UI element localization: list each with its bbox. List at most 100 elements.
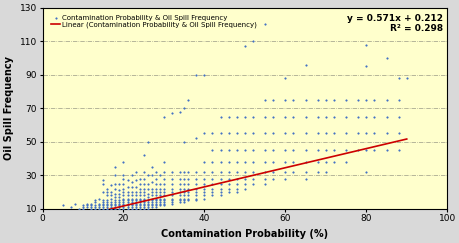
Contamination Probability & Oil Spill Frequency [99,182,106,186]
Contamination Probability & Oil Spill Frequency [119,187,127,191]
Contamination Probability & Oil Spill Frequency [128,190,135,194]
Contamination Probability & Oil Spill Frequency [176,193,184,197]
Contamination Probability & Oil Spill Frequency [313,98,321,102]
Contamination Probability & Oil Spill Frequency [362,43,369,46]
Contamination Probability & Oil Spill Frequency [91,205,99,209]
Contamination Probability & Oil Spill Frequency [281,148,288,152]
Contamination Probability & Oil Spill Frequency [156,202,163,206]
Contamination Probability & Oil Spill Frequency [160,193,167,197]
Linear (Contamination Probability & Oil Spill Frequency) [80,214,85,217]
Contamination Probability & Oil Spill Frequency [123,193,131,197]
Contamination Probability & Oil Spill Frequency [184,197,191,201]
Contamination Probability & Oil Spill Frequency [269,177,276,181]
Contamination Probability & Oil Spill Frequency [200,182,207,186]
Contamination Probability & Oil Spill Frequency [168,200,175,204]
Contamination Probability & Oil Spill Frequency [200,177,207,181]
Contamination Probability & Oil Spill Frequency [224,115,232,119]
Contamination Probability & Oil Spill Frequency [180,197,187,201]
Contamination Probability & Oil Spill Frequency [132,198,139,202]
Contamination Probability & Oil Spill Frequency [168,190,175,194]
Contamination Probability & Oil Spill Frequency [217,148,224,152]
Contamination Probability & Oil Spill Frequency [112,203,119,207]
Contamination Probability & Oil Spill Frequency [116,188,123,192]
Contamination Probability & Oil Spill Frequency [160,203,167,207]
Contamination Probability & Oil Spill Frequency [148,203,155,207]
Contamination Probability & Oil Spill Frequency [200,190,207,194]
Contamination Probability & Oil Spill Frequency [107,190,115,194]
Contamination Probability & Oil Spill Frequency [217,170,224,174]
Contamination Probability & Oil Spill Frequency [144,187,151,191]
Contamination Probability & Oil Spill Frequency [152,202,159,206]
Contamination Probability & Oil Spill Frequency [136,207,143,211]
Contamination Probability & Oil Spill Frequency [128,198,135,202]
Contamination Probability & Oil Spill Frequency [261,160,268,164]
Contamination Probability & Oil Spill Frequency [128,193,135,197]
Contamination Probability & Oil Spill Frequency [112,202,119,206]
Contamination Probability & Oil Spill Frequency [321,148,329,152]
Contamination Probability & Oil Spill Frequency [136,202,143,206]
Contamination Probability & Oil Spill Frequency [160,200,167,204]
Contamination Probability & Oil Spill Frequency [144,205,151,209]
Contamination Probability & Oil Spill Frequency [112,173,119,177]
Contamination Probability & Oil Spill Frequency [269,131,276,135]
Contamination Probability & Oil Spill Frequency [224,177,232,181]
Contamination Probability & Oil Spill Frequency [382,56,389,60]
Contamination Probability & Oil Spill Frequency [208,148,216,152]
Contamination Probability & Oil Spill Frequency [144,200,151,204]
Contamination Probability & Oil Spill Frequency [180,190,187,194]
Contamination Probability & Oil Spill Frequency [241,131,248,135]
Contamination Probability & Oil Spill Frequency [132,205,139,209]
Contamination Probability & Oil Spill Frequency [241,115,248,119]
Contamination Probability & Oil Spill Frequency [249,177,256,181]
Contamination Probability & Oil Spill Frequency [148,190,155,194]
Contamination Probability & Oil Spill Frequency [330,148,337,152]
Contamination Probability & Oil Spill Frequency [152,187,159,191]
Contamination Probability & Oil Spill Frequency [341,148,349,152]
Contamination Probability & Oil Spill Frequency [241,160,248,164]
Contamination Probability & Oil Spill Frequency [140,197,147,201]
Contamination Probability & Oil Spill Frequency [119,198,127,202]
Contamination Probability & Oil Spill Frequency [112,187,119,191]
Contamination Probability & Oil Spill Frequency [313,170,321,174]
Contamination Probability & Oil Spill Frequency [168,187,175,191]
Contamination Probability & Oil Spill Frequency [168,202,175,206]
Contamination Probability & Oil Spill Frequency [148,173,155,177]
Contamination Probability & Oil Spill Frequency [394,115,402,119]
Contamination Probability & Oil Spill Frequency [136,182,143,186]
Contamination Probability & Oil Spill Frequency [103,202,111,206]
Contamination Probability & Oil Spill Frequency [249,131,256,135]
Contamination Probability & Oil Spill Frequency [112,182,119,186]
Contamination Probability & Oil Spill Frequency [99,178,106,182]
Contamination Probability & Oil Spill Frequency [382,98,389,102]
Contamination Probability & Oil Spill Frequency [132,190,139,194]
Contamination Probability & Oil Spill Frequency [176,177,184,181]
Contamination Probability & Oil Spill Frequency [152,200,159,204]
Contamination Probability & Oil Spill Frequency [132,178,139,182]
Contamination Probability & Oil Spill Frequency [119,190,127,194]
Contamination Probability & Oil Spill Frequency [103,200,111,204]
Contamination Probability & Oil Spill Frequency [200,197,207,201]
Contamination Probability & Oil Spill Frequency [180,193,187,197]
Contamination Probability & Oil Spill Frequency [136,203,143,207]
Contamination Probability & Oil Spill Frequency [241,148,248,152]
Contamination Probability & Oil Spill Frequency [289,170,297,174]
Contamination Probability & Oil Spill Frequency [152,190,159,194]
Contamination Probability & Oil Spill Frequency [160,170,167,174]
Contamination Probability & Oil Spill Frequency [116,203,123,207]
Contamination Probability & Oil Spill Frequency [168,182,175,186]
Contamination Probability & Oil Spill Frequency [123,185,131,189]
Contamination Probability & Oil Spill Frequency [140,153,147,157]
Contamination Probability & Oil Spill Frequency [289,115,297,119]
Contamination Probability & Oil Spill Frequency [103,205,111,209]
Contamination Probability & Oil Spill Frequency [233,190,240,194]
Contamination Probability & Oil Spill Frequency [301,148,308,152]
Contamination Probability & Oil Spill Frequency [176,190,184,194]
Contamination Probability & Oil Spill Frequency [123,197,131,201]
Contamination Probability & Oil Spill Frequency [233,187,240,191]
Contamination Probability & Oil Spill Frequency [192,193,200,197]
Contamination Probability & Oil Spill Frequency [168,111,175,115]
Contamination Probability & Oil Spill Frequency [148,205,155,209]
Legend: Contamination Probability & Oil Spill Frequency, Linear (Contamination Probabili: Contamination Probability & Oil Spill Fr… [50,13,257,30]
Contamination Probability & Oil Spill Frequency [140,207,147,211]
Contamination Probability & Oil Spill Frequency [168,198,175,202]
